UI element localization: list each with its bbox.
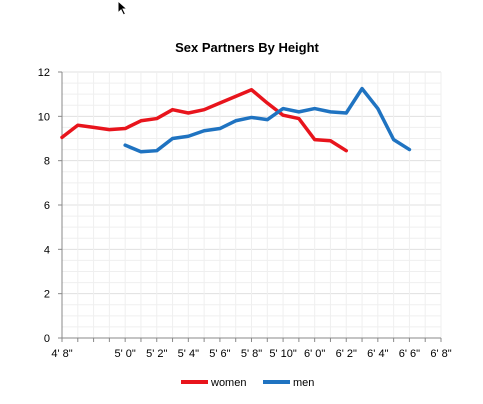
legend-label-women: women <box>210 377 246 389</box>
x-tick-label: 5' 4" <box>178 348 199 360</box>
x-tick-label: 5' 2" <box>146 348 167 360</box>
x-tick-label: 6' 8" <box>430 348 451 360</box>
x-tick-label: 5' 10" <box>269 348 297 360</box>
chart-series <box>60 86 412 154</box>
x-axis-tick-labels: 4' 8" 5' 0" 5' 2" 5' 4" 5' 6" 5' 8" 5' 10" 6' 0… <box>51 348 451 360</box>
chart-axes <box>58 71 442 342</box>
x-tick-label: 5' 6" <box>209 348 230 360</box>
x-tick-label: 5' 0" <box>115 348 136 360</box>
y-tick-label: 10 <box>38 111 50 123</box>
x-tick-label: 6' 0" <box>304 348 325 360</box>
chart-legend: women men <box>181 377 314 389</box>
y-tick-label: 8 <box>44 156 50 168</box>
y-tick-label: 4 <box>44 244 50 256</box>
x-tick-label: 4' 8" <box>51 348 72 360</box>
series-line-men <box>123 86 412 154</box>
mouse-cursor-icon <box>117 0 129 16</box>
y-tick-label: 12 <box>38 67 50 79</box>
y-tick-label: 0 <box>44 333 50 345</box>
legend-label-men: men <box>293 377 314 389</box>
y-tick-label: 2 <box>44 289 50 301</box>
series-line-women <box>60 87 348 153</box>
chart-title: Sex Partners By Height <box>175 40 319 55</box>
x-tick-label: 6' 4" <box>367 348 388 360</box>
x-tick-label: 6' 6" <box>399 348 420 360</box>
x-tick-label: 6' 2" <box>336 348 357 360</box>
y-tick-label: 6 <box>44 200 50 212</box>
chart-grid <box>61 71 442 339</box>
y-axis-tick-labels: 0 2 4 6 8 10 12 <box>38 67 50 345</box>
x-tick-label: 5' 8" <box>241 348 262 360</box>
